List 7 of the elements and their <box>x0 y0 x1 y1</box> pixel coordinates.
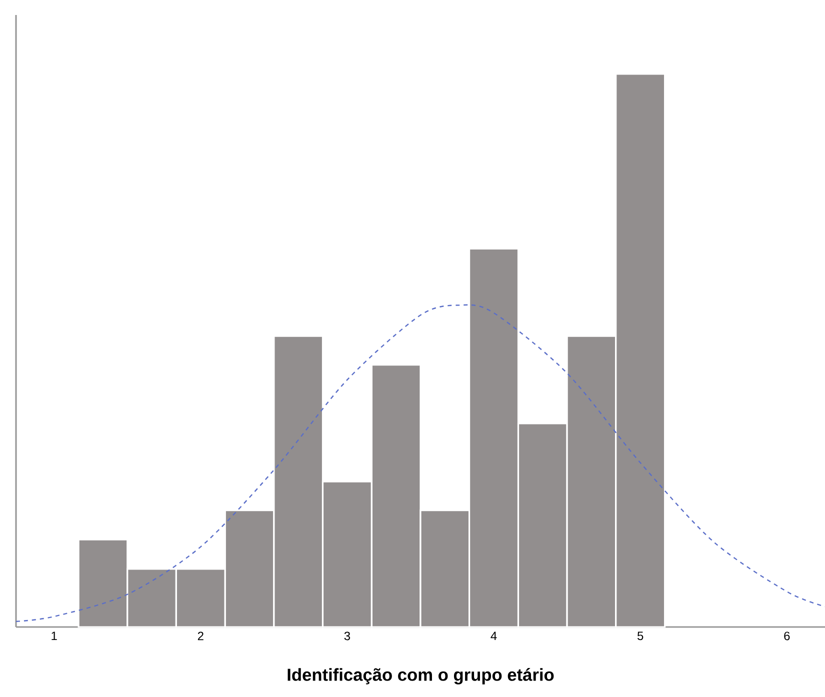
x-tick-label: 4 <box>490 632 497 640</box>
x-tick-label: 2 <box>198 632 204 640</box>
x-axis-title: Identificação com o grupo etário <box>288 668 554 684</box>
x-tick-label: 5 <box>637 632 644 640</box>
x-tick-label: 6 <box>784 632 790 640</box>
x-tick-label: 3 <box>344 632 350 640</box>
x-tick-label: 1 <box>52 632 57 640</box>
